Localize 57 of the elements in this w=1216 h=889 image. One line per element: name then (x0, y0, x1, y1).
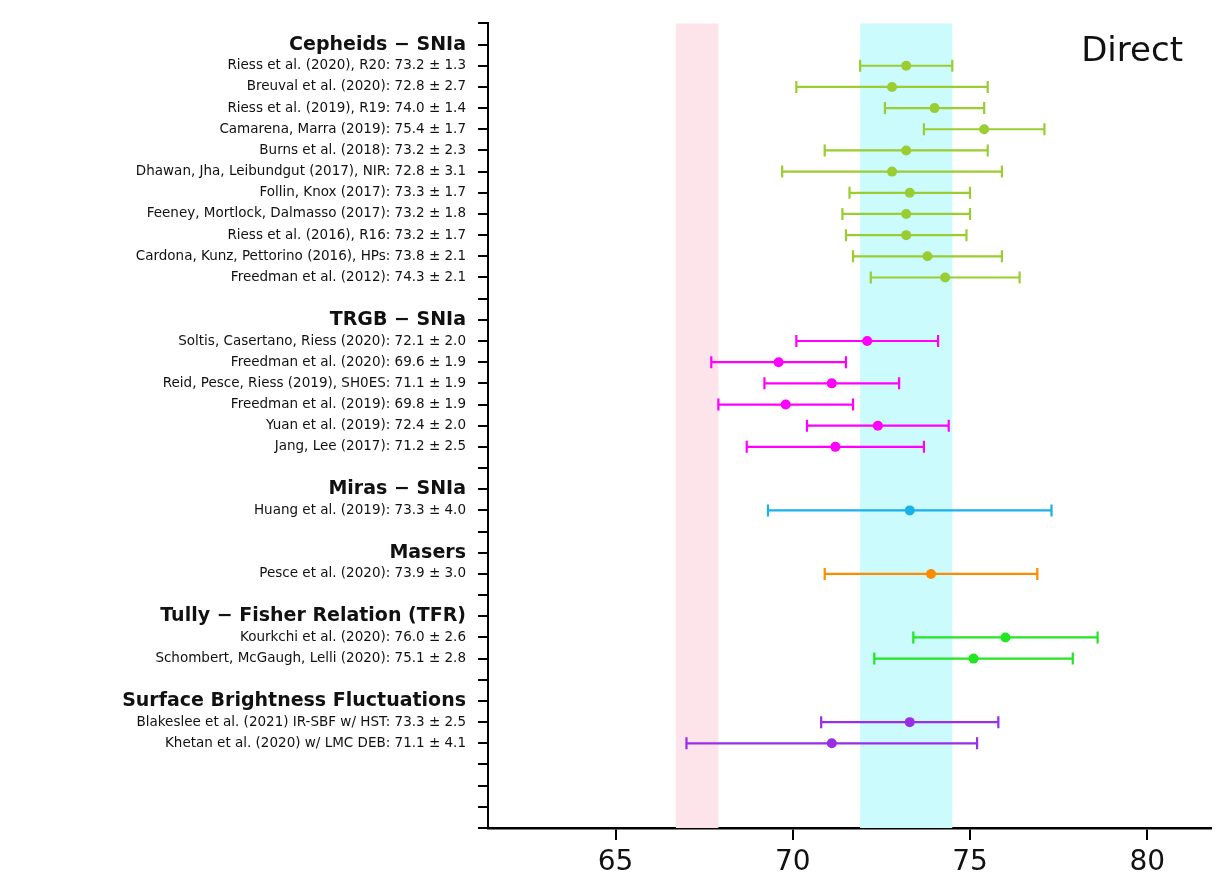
point (1000, 632, 1011, 643)
x-tick-label: 80 (1129, 844, 1166, 878)
y-tick-label: Cardona, Kunz, Pettorino (2016), HPs: 73.8 ± 2.1 (135, 246, 466, 263)
x-tick-label: 75 (952, 844, 988, 878)
point (926, 568, 937, 579)
y-tick-label: Yuan et al. (2019): 72.4 ± 2.0 (264, 416, 466, 433)
y-tick-label: Riess et al. (2020), R20: 73.2 ± 1.3 (227, 56, 466, 73)
point (901, 208, 912, 219)
point (773, 357, 784, 368)
point (901, 60, 912, 71)
y-tick-label: Kourkchi et al. (2020): 76.0 ± 2.6 (239, 627, 466, 644)
y-tick-label: Miras − SNIa (328, 476, 466, 499)
point (901, 145, 912, 156)
y-tick-label: Pesce et al. (2020): 73.9 ± 3.0 (259, 564, 466, 581)
y-tick-label: Blakeslee et al. (2021) IR-SBF w/ HST: 73.3 ± 2.5 (136, 712, 466, 729)
y-tick-label: Masers (389, 539, 466, 562)
y-tick-label: Reid, Pesce, Riess (2019), SH0ES: 71.1 ± 1.9 (162, 373, 466, 390)
y-tick-label: Dhawan, Jha, Leibundgut (2017), NIR: 72.8 ± 3.1 (135, 162, 466, 179)
point (887, 81, 898, 92)
point (904, 505, 915, 516)
y-tick-label: Camarena, Marra (2019): 75.4 ± 1.7 (219, 119, 466, 136)
y-tick-label: Soltis, Casertano, Riess (2020): 72.1 ± 2.0 (178, 331, 466, 348)
y-tick-label: Riess et al. (2019), R19: 74.0 ± 1.4 (227, 98, 466, 115)
point (929, 103, 940, 114)
point (826, 378, 837, 389)
y-tick-label: Surface Brightness Fluctuations (122, 687, 466, 710)
annotation: Direct (1081, 29, 1183, 70)
point (968, 653, 979, 664)
point (901, 230, 912, 241)
point (826, 738, 837, 749)
y-tick-label: TRGB − SNIa (329, 306, 466, 329)
y-tick-label: Freedman et al. (2012): 74.3 ± 2.1 (230, 267, 466, 284)
y-tick-label: Khetan et al. (2020) w/ LMC DEB: 71.1 ± 4.1 (164, 733, 466, 750)
point (887, 166, 898, 177)
point (862, 336, 873, 347)
point (904, 187, 915, 198)
y-tick-label: Follin, Knox (2017): 73.3 ± 1.7 (259, 183, 466, 200)
x-tick-label: 70 (774, 844, 811, 878)
point (830, 441, 841, 452)
y-tick-label: Tully − Fisher Relation (TFR) (160, 603, 466, 626)
y-tick-label: Riess et al. (2016), R16: 73.2 ± 1.7 (227, 225, 466, 242)
y-tick-label: Jang, Lee (2017): 71.2 ± 2.5 (273, 437, 466, 454)
y-tick-label: Freedman et al. (2019): 69.8 ± 1.9 (230, 395, 466, 412)
y-tick-label: Schombert, McGaugh, Lelli (2020): 75.1 ± 2.8 (155, 649, 466, 666)
x-tick-label: 65 (597, 844, 634, 878)
point (922, 251, 933, 262)
y-tick-label: Huang et al. (2019): 73.3 ± 4.0 (253, 500, 466, 517)
y-tick-label: Feeney, Mortlock, Dalmasso (2017): 73.2 ± 1.8 (146, 204, 466, 221)
point (780, 399, 791, 410)
point (872, 420, 883, 431)
point (904, 717, 915, 728)
y-tick-label: Burns et al. (2018): 73.2 ± 2.3 (259, 140, 466, 157)
point (979, 124, 990, 135)
y-tick-label: Cepheids − SNIa (289, 31, 466, 54)
y-tick-label: Freedman et al. (2020): 69.6 ± 1.9 (230, 352, 466, 369)
point (940, 272, 951, 283)
y-tick-label: Breuval et al. (2020): 72.8 ± 2.7 (246, 77, 466, 94)
